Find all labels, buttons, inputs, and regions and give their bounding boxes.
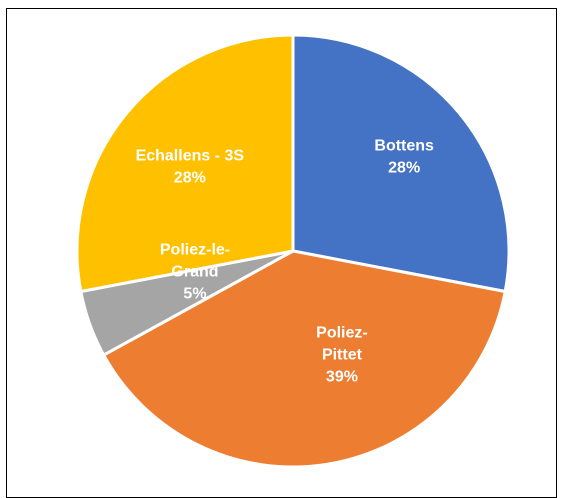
pie-chart: Bottens 28% Poliez- Pittet 39% Poliez-le- Gran… — [75, 33, 511, 469]
slice-label-0: Bottens 28% — [374, 138, 434, 177]
slice-name-label: Poliez- — [316, 324, 368, 341]
slice-percent-label: 39% — [326, 368, 358, 385]
pie-slice-poliez-pittet — [101, 249, 507, 469]
slice-percent-label: 28% — [174, 170, 206, 187]
slice-percent-label: 5% — [183, 285, 206, 302]
slice-label-2: Poliez-le- Grand 5% — [160, 241, 230, 302]
slice-name-label: Poliez-le- — [160, 241, 230, 258]
slice-label-3: Echallens - 3S 28% — [136, 148, 245, 187]
slice-name-label: Grand — [171, 263, 218, 280]
pie-slice-echallens-3s — [75, 33, 295, 294]
labels-layer: Bottens 28% Poliez- Pittet 39% Poliez-le- Gran… — [136, 138, 434, 386]
slice-name-label: Echallens - 3S — [136, 148, 245, 165]
pie-slice-bottens — [291, 33, 511, 294]
slice-name-label: Bottens — [374, 138, 434, 155]
chart-frame: Bottens 28% Poliez- Pittet 39% Poliez-le- Gran… — [6, 8, 557, 498]
slices-layer — [75, 33, 511, 469]
slice-percent-label: 28% — [388, 160, 420, 177]
slice-label-1: Poliez- Pittet 39% — [316, 324, 368, 385]
slice-name-label: Pittet — [322, 346, 363, 363]
